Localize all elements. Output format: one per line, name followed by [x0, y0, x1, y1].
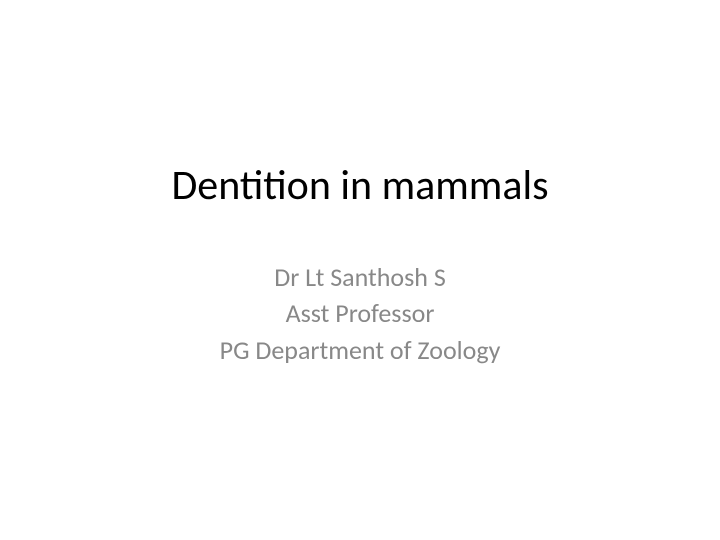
subtitle-author: Dr Lt Santhosh S: [274, 259, 446, 295]
subtitle-position: Asst Professor: [286, 295, 435, 331]
subtitle-department: PG Department of Zoology: [220, 332, 501, 368]
slide-title: Dentition in mammals: [171, 160, 548, 211]
